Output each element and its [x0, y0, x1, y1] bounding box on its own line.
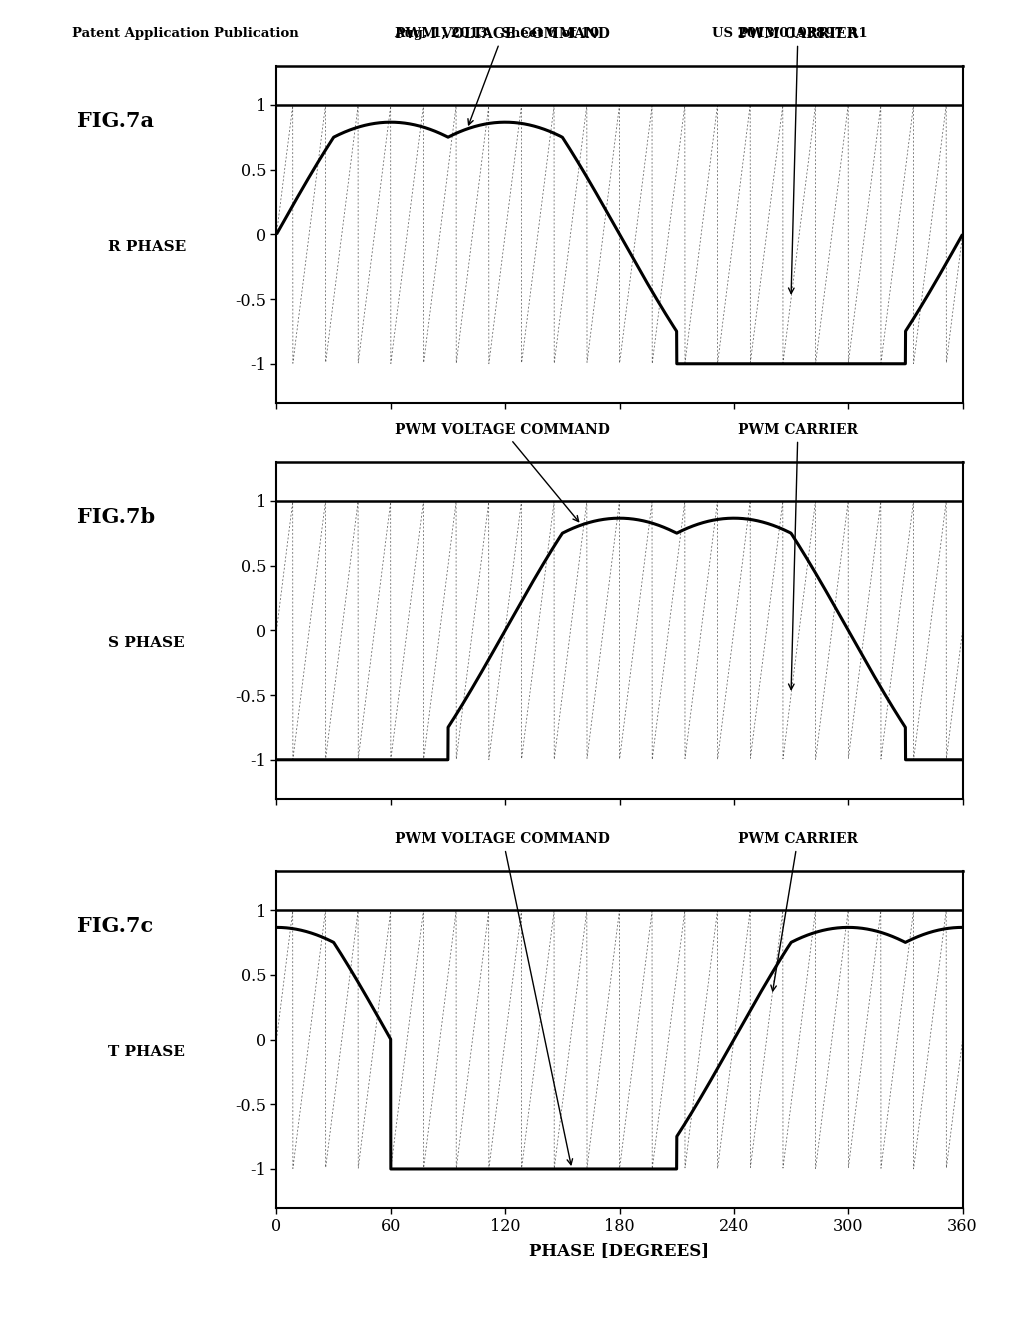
- Text: PWM VOLTAGE COMMAND: PWM VOLTAGE COMMAND: [395, 26, 610, 125]
- Text: T PHASE: T PHASE: [108, 1045, 184, 1060]
- Text: FIG.7c: FIG.7c: [77, 916, 153, 936]
- Text: R PHASE: R PHASE: [108, 240, 185, 255]
- Text: Aug. 1, 2013   Sheet 6 of 10: Aug. 1, 2013 Sheet 6 of 10: [394, 26, 599, 40]
- Text: PWM CARRIER: PWM CARRIER: [738, 832, 858, 991]
- Text: PWM VOLTAGE COMMAND: PWM VOLTAGE COMMAND: [395, 422, 610, 521]
- Text: S PHASE: S PHASE: [108, 636, 184, 651]
- Text: PWM CARRIER: PWM CARRIER: [738, 26, 858, 293]
- Text: Patent Application Publication: Patent Application Publication: [72, 26, 298, 40]
- Text: FIG.7a: FIG.7a: [77, 111, 154, 131]
- Text: FIG.7b: FIG.7b: [77, 507, 155, 527]
- Text: PWM VOLTAGE COMMAND: PWM VOLTAGE COMMAND: [395, 832, 610, 1164]
- X-axis label: PHASE [DEGREES]: PHASE [DEGREES]: [529, 1242, 710, 1259]
- Text: US 2013/0193897 A1: US 2013/0193897 A1: [712, 26, 867, 40]
- Text: PWM CARRIER: PWM CARRIER: [738, 422, 858, 689]
